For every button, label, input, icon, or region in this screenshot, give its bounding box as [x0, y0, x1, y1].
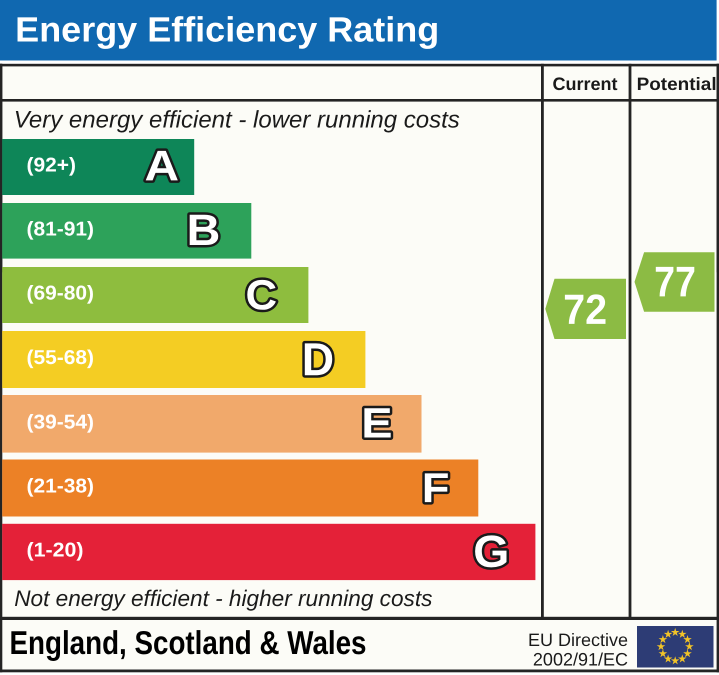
svg-text:Very energy efficient - lower: Very energy efficient - lower running co…	[14, 107, 460, 134]
svg-text:Not energy efficient - higher: Not energy efficient - higher running co…	[14, 586, 432, 611]
svg-text:Energy Efficiency Rating: Energy Efficiency Rating	[15, 11, 439, 50]
svg-text:Potential: Potential	[637, 74, 717, 94]
svg-text:(92+): (92+)	[27, 155, 77, 177]
svg-text:EU Directive: EU Directive	[528, 630, 628, 650]
svg-text:(21-38): (21-38)	[27, 476, 95, 498]
svg-text:(81-91): (81-91)	[27, 219, 95, 241]
svg-text:(55-68): (55-68)	[27, 347, 95, 369]
svg-text:(69-80): (69-80)	[27, 283, 95, 305]
svg-text:(1-20): (1-20)	[27, 540, 84, 562]
svg-text:England, Scotland & Wales: England, Scotland & Wales	[10, 624, 367, 661]
svg-text:Current: Current	[552, 74, 617, 94]
svg-text:(39-54): (39-54)	[27, 412, 95, 434]
svg-text:2002/91/EC: 2002/91/EC	[533, 649, 628, 669]
